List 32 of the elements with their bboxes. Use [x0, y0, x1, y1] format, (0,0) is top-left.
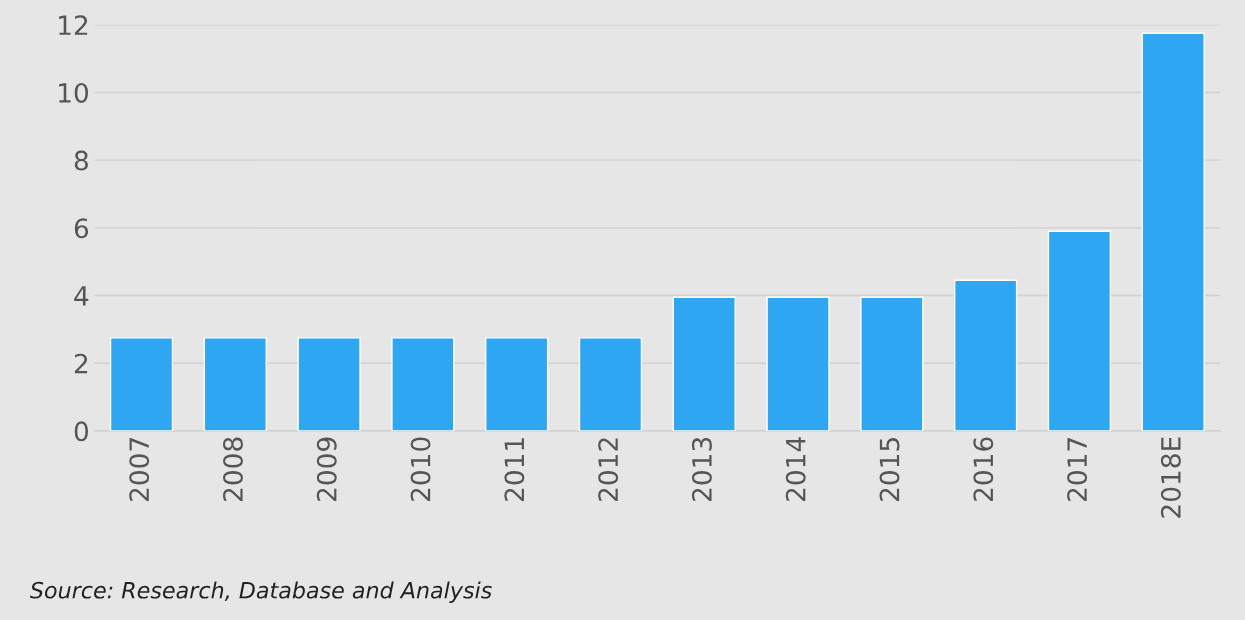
x-tick-label: 2012 — [598, 438, 619, 501]
x-tick-label: 2016 — [973, 437, 994, 501]
x-tick-label: 2010 — [410, 437, 431, 501]
bar — [578, 337, 643, 431]
bar — [109, 337, 174, 431]
x-tick-label: 2011 — [504, 438, 525, 501]
x-tick-label: 2007 — [129, 438, 150, 501]
y-tick-label: 12 — [59, 15, 88, 35]
bar — [203, 337, 267, 431]
y-tick-label: 6 — [74, 218, 89, 239]
bar — [766, 296, 830, 431]
bar — [1141, 32, 1205, 431]
bar — [297, 337, 361, 431]
x-tick-label: 2015 — [879, 438, 900, 501]
y-tick-label: 0 — [74, 421, 89, 442]
x-tick-label: 2013 — [691, 437, 712, 501]
x-tick-label: 2018E — [1160, 437, 1181, 518]
bar — [860, 296, 924, 431]
bar — [485, 337, 549, 431]
bar — [1047, 230, 1112, 431]
x-tick-label: 2017 — [1067, 438, 1088, 501]
y-tick-label: 4 — [74, 286, 89, 306]
bar — [953, 279, 1018, 431]
x-tick-label: 2009 — [316, 437, 337, 501]
y-tick-label: 10 — [59, 82, 89, 103]
source-note: Source: Research, Database and Analysis — [30, 581, 492, 603]
bar — [672, 296, 736, 431]
y-tick-label: 2 — [74, 353, 88, 374]
bar — [391, 337, 455, 431]
x-tick-label: 2014 — [785, 437, 806, 501]
y-tick-label: 8 — [74, 150, 88, 171]
x-tick-label: 2008 — [223, 437, 243, 501]
